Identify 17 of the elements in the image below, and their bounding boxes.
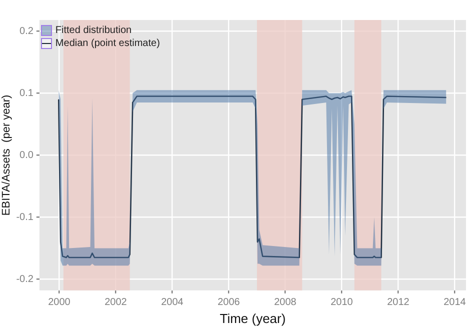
x-tick-label: 2002 — [104, 297, 128, 308]
x-axis-title: Time (year) — [220, 310, 286, 326]
x-tick-label: 2010 — [330, 297, 354, 308]
legend-label: Median (point estimate) — [55, 37, 160, 50]
annotation: Fitted distribution — [55, 24, 132, 37]
x-tick-label: 2000 — [48, 297, 71, 308]
y-tick-label: -0.2 — [16, 274, 34, 285]
y-tick-label: 0.0 — [20, 150, 34, 161]
x-tick-label: 2012 — [387, 297, 410, 308]
x-tick-label: 2006 — [218, 297, 240, 308]
y-tick-label: -0.1 — [16, 212, 34, 223]
x-tick-label: 2014 — [444, 297, 466, 308]
y-axis-title: EBITA/Assets (per year) — [0, 94, 13, 216]
x-tick-label: 2004 — [161, 297, 184, 308]
x-tick-label: 2008 — [274, 297, 297, 308]
y-tick-label: 0.1 — [20, 88, 34, 99]
y-tick-label: 0.2 — [20, 26, 34, 37]
